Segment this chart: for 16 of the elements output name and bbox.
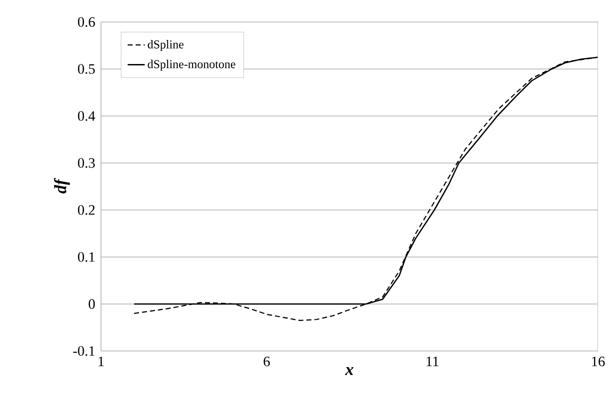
y-axis-title: df bbox=[54, 178, 70, 194]
y-tick-label: 0.3 bbox=[78, 158, 95, 168]
x-tick-label: 1 bbox=[98, 356, 104, 366]
x-axis-title: x bbox=[344, 367, 354, 376]
x-tick-label: 6 bbox=[264, 356, 270, 366]
y-tick-label: 0.4 bbox=[78, 111, 96, 121]
y-tick-label: 0.6 bbox=[78, 17, 95, 27]
y-tick-label: 0 bbox=[88, 299, 95, 309]
y-tick-label: -0.1 bbox=[73, 346, 94, 356]
y-tick-label: 0.1 bbox=[78, 252, 94, 262]
legend-label: dSpline bbox=[148, 40, 184, 51]
legend-label: dSpline-monotone bbox=[148, 60, 236, 71]
y-tick-label: 0.2 bbox=[78, 205, 95, 215]
y-tick-label: 0.5 bbox=[78, 64, 95, 74]
x-tick-label: 11 bbox=[426, 356, 438, 366]
x-tick-label: 16 bbox=[592, 356, 605, 366]
